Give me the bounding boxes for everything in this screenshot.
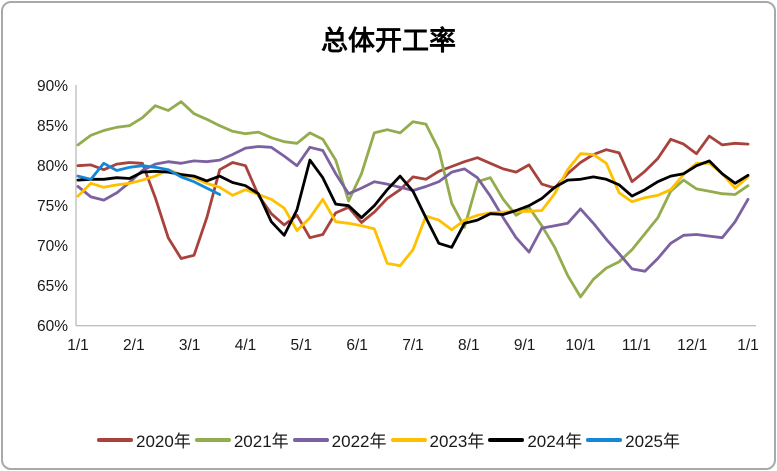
- chart-title: 总体开工率: [321, 26, 456, 57]
- x-tick-label: 10/1: [565, 337, 595, 354]
- legend-swatch-2022年: [292, 437, 329, 442]
- series-line-2021年: [76, 100, 750, 299]
- series-line-2025年: [76, 161, 222, 196]
- y-tick-label: 75%: [37, 198, 68, 215]
- legend-label: 2025年: [625, 432, 680, 451]
- legend-item-2020年: 2020年: [97, 427, 191, 452]
- legend-swatch-2020年: [97, 437, 134, 442]
- legend-label: 2021年: [233, 432, 289, 451]
- legend-label: 2024年: [527, 432, 583, 451]
- legend-item-2025年: 2025年: [586, 427, 680, 452]
- x-tick-label: 12/1: [677, 337, 707, 354]
- y-tick-label: 80%: [37, 158, 68, 175]
- y-tick-label: 60%: [37, 318, 68, 335]
- legend-swatch-2021年: [194, 437, 231, 442]
- x-tick-label: 7/1: [402, 337, 424, 354]
- series-line-2024年: [76, 158, 750, 249]
- x-tick-label: 1/1: [737, 337, 759, 354]
- legend-swatch-2025年: [586, 437, 623, 442]
- series-line-2020年: [76, 134, 750, 260]
- legend-swatch-2024年: [488, 437, 525, 442]
- chart-legend: 2020年 2021年 2022年 2023年 2024年 2025年: [3, 427, 774, 452]
- y-tick-label: 70%: [37, 238, 68, 255]
- legend-swatch-2023年: [390, 437, 427, 442]
- x-tick-label: 1/1: [67, 337, 89, 354]
- legend-item-2022年: 2022年: [292, 427, 387, 452]
- y-tick-label: 85%: [37, 118, 68, 135]
- x-tick-label: 11/1: [622, 337, 651, 354]
- legend-item-2024年: 2024年: [488, 427, 582, 452]
- x-tick-label: 4/1: [235, 337, 257, 354]
- legend-label: 2022年: [331, 432, 387, 451]
- operating-rate-line-chart: 90% 85% 80% 75% 70% 65% 60% 1/1 2/1 3/1 4/1 5/1 6/1 7…: [37, 78, 759, 354]
- legend-item-2023年: 2023年: [390, 427, 485, 452]
- y-tick-label: 90%: [37, 78, 68, 95]
- x-tick-label: 3/1: [179, 337, 201, 354]
- x-tick-label: 6/1: [346, 337, 368, 354]
- x-tick-label: 8/1: [458, 337, 480, 354]
- legend-label: 2023年: [429, 432, 485, 451]
- x-tick-label: 2/1: [123, 337, 145, 354]
- x-tick-label: 9/1: [514, 337, 536, 354]
- x-tick-label: 5/1: [291, 337, 313, 354]
- legend-item-2021年: 2021年: [194, 427, 289, 452]
- legend-label: 2020年: [136, 432, 191, 451]
- y-tick-label: 65%: [37, 278, 68, 295]
